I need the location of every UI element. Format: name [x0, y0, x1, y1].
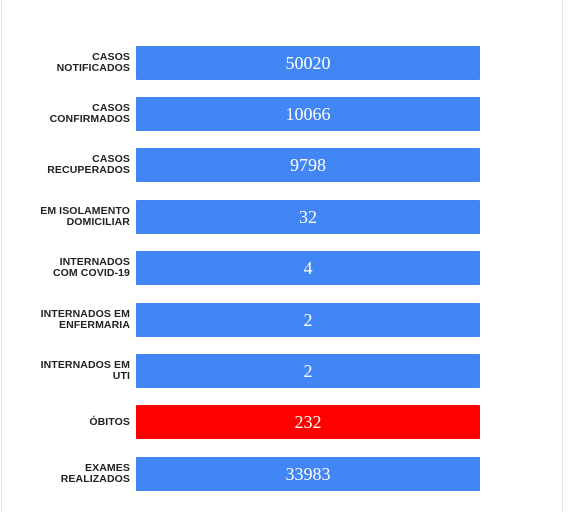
stat-bar: 33983	[136, 457, 480, 491]
stat-row-exames: EXAMES REALIZADOS 33983	[2, 457, 568, 491]
stat-bar: 9798	[136, 148, 480, 182]
stat-label: ÓBITOS	[89, 415, 130, 428]
stat-row-recuperados: CASOS RECUPERADOS 9798	[2, 148, 568, 182]
stat-label: CASOS RECUPERADOS	[47, 153, 130, 176]
stat-row-uti: INTERNADOS EM UTI 2	[2, 354, 568, 388]
stat-row-obitos: ÓBITOS 232	[2, 405, 568, 439]
stat-bar: 32	[136, 200, 480, 234]
stat-label: INTERNADOS COM COVID-19	[52, 256, 130, 279]
stat-label: INTERNADOS EM ENFERMARIA	[40, 308, 130, 331]
stat-row-confirmados: CASOS CONFIRMADOS 10066	[2, 97, 568, 131]
stat-row-enfermaria: INTERNADOS EM ENFERMARIA 2	[2, 303, 568, 337]
stat-bar: 2	[136, 354, 480, 388]
stat-label: CASOS NOTIFICADOS	[56, 51, 130, 74]
stat-label: EM ISOLAMENTO DOMICILIAR	[40, 205, 130, 228]
stat-row-isolamento: EM ISOLAMENTO DOMICILIAR 32	[2, 200, 568, 234]
stat-row-notificados: CASOS NOTIFICADOS 50020	[2, 46, 568, 80]
stat-bar: 10066	[136, 97, 480, 131]
stat-bar: 50020	[136, 46, 480, 80]
stat-bar: 2	[136, 303, 480, 337]
stat-bar: 4	[136, 251, 480, 285]
stat-bar: 232	[136, 405, 480, 439]
stat-row-internados-covid: INTERNADOS COM COVID-19 4	[2, 251, 568, 285]
stat-label: INTERNADOS EM UTI	[40, 359, 130, 382]
stat-label: EXAMES REALIZADOS	[60, 462, 130, 485]
stat-label: CASOS CONFIRMADOS	[49, 102, 130, 125]
